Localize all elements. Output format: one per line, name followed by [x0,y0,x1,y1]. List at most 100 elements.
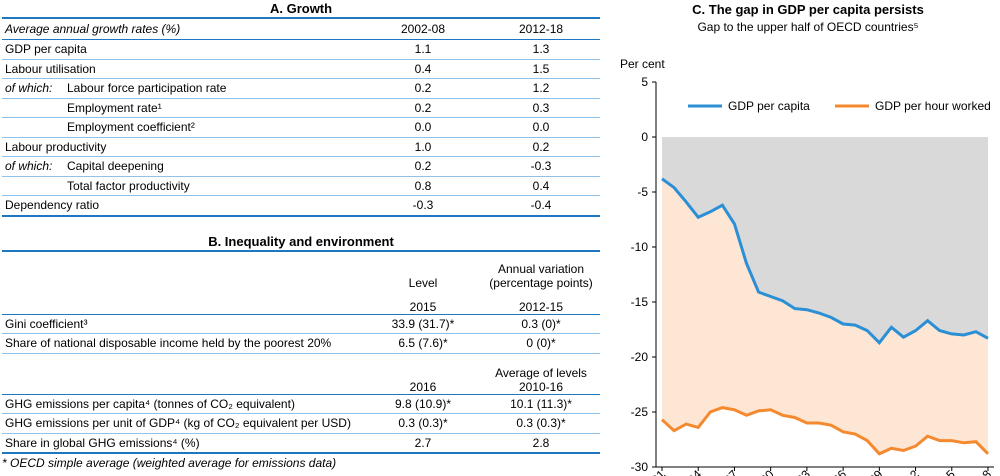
row-label: Employment coefficient² [64,117,364,138]
cell: 0.3 (0.3)* [482,413,601,434]
chart: C. The gap in GDP per capita persists Gap… [620,2,994,476]
header-line: Average of levels [495,365,587,380]
title-row: A. Growth [2,0,601,19]
table-row: Dependency ratio -0.3 -0.4 [2,195,601,217]
x-tick-label: 2012 [893,467,922,476]
legend-label: GDP per capita [728,99,810,113]
y-tick-label: -5 [637,185,648,199]
cell: -0.3 [482,156,601,177]
row-label: Share of national disposable income held… [2,333,364,354]
header-label: Average annual growth rates (%) [2,18,364,40]
header-col: 2012-18 [482,18,601,40]
table-row: Employment rate¹ 0.2 0.3 [2,98,601,118]
chart-title: C. The gap in GDP per capita persists [692,2,924,17]
cell: 1.1 [364,39,482,60]
line-series [661,177,989,345]
cell: -0.3 [364,195,482,217]
cell: 1.3 [482,39,601,60]
table-row: Labour utilisation 0.4 1.5 [2,59,601,79]
table-row: Share in global GHG emissions⁴ (%) 2.7 2.8 [2,433,601,454]
cell: 9.8 (10.9)* [364,394,482,414]
legend-label: GDP per hour worked [875,99,991,113]
row-label: Gini coefficient³ [2,314,364,334]
y-tick-label: -10 [631,240,649,254]
header-line: 2016 [409,379,437,394]
row-label: Dependency ratio [2,195,364,217]
cell: 6.5 (7.6)* [364,333,482,354]
header-col: Annual variation (percentage points) 2012… [482,250,601,315]
x-tick-label: 1997 [712,467,741,476]
x-tick-label: 2000 [748,467,777,476]
table-row: of which: Labour force participation rate… [2,78,601,99]
header-line: Level [408,275,438,290]
cell: 0.2 [364,98,482,118]
row-label: Employment rate¹ [64,98,364,118]
header-row: Level 2015 Annual variation (percentage po… [2,250,601,315]
y-tick-label: 0 [641,130,648,144]
gap-area [662,137,988,343]
cell: 1.0 [364,137,482,157]
y-tick-label: 5 [641,75,648,89]
row-prefix: of which: [2,156,64,177]
row-label: Labour utilisation [2,59,364,79]
inequality-table: B. Inequality and environment Level 2015 An… [2,232,601,454]
growth-table: A. Growth Average annual growth rates (%)… [2,0,601,217]
row-label: GDP per capita [2,39,364,60]
table-row: Labour productivity 1.0 0.2 [2,137,601,157]
cell: 1.2 [482,78,601,99]
tables: A. Growth Average annual growth rates (%)… [2,0,601,470]
row-prefix [2,117,64,138]
cell: 2.8 [482,433,601,454]
cell: 0.2 [364,156,482,177]
header-col: Average of levels 2010-16 [482,353,601,395]
cell: 0.2 [364,78,482,99]
line-series [660,406,990,456]
row-label: Total factor productivity [64,176,364,196]
cell: 10.1 (11.3)* [482,394,601,414]
cell: 0.3 (0)* [482,314,601,334]
row-prefix [2,176,64,196]
y-tick-label: -20 [631,350,649,364]
cell: 33.9 (31.7)* [364,314,482,334]
y-tick-label: -25 [631,405,649,419]
x-tick-label: 2006 [820,467,849,476]
cell: -0.4 [482,195,601,217]
cell: 0.4 [482,176,601,196]
header-col: Level 2015 [364,250,482,315]
cell: 0.4 [364,59,482,79]
cell: 0.0 [482,117,601,138]
row-label: Capital deepening [64,156,364,177]
footnote: * OECD simple average (weighted average … [2,456,337,470]
table-row: Gini coefficient³ 33.9 (31.7)* 0.3 (0)* [2,314,601,334]
row-label: Share in global GHG emissions⁴ (%) [2,433,364,454]
table-row: of which: Capital deepening 0.2 -0.3 [2,156,601,177]
cell: 0.0 [364,117,482,138]
table-row: Share of national disposable income held… [2,333,601,354]
row-prefix: of which: [2,78,64,99]
cell: 1.5 [482,59,601,79]
x-tick-label: 2015 [929,467,958,476]
header-row: Average annual growth rates (%) 2002-08 20… [2,18,601,40]
x-tick-label: 1991 [639,467,668,476]
header-line: 2012-15 [518,299,564,314]
row-label: GHG emissions per unit of GDP⁴ (kg of CO… [2,413,364,434]
table-row: GHG emissions per unit of GDP⁴ (kg of CO… [2,413,601,434]
table-row: GHG emissions per capita⁴ (tonnes of CO₂… [2,394,601,414]
table-row: Total factor productivity 0.8 0.4 [2,176,601,196]
header-line: 2015 [409,299,437,314]
title-row: B. Inequality and environment [2,232,601,252]
header-label [2,353,364,395]
row-label: Labour productivity [2,137,364,157]
table-row: Employment coefficient² 0.0 0.0 [2,117,601,138]
header-row: 2016 Average of levels 2010-16 [2,353,601,395]
row-prefix [2,98,64,118]
table-row: GDP per capita 1.1 1.3 [2,39,601,60]
cell: 0.2 [482,137,601,157]
x-tick-label: 1994 [676,467,705,476]
cell: 2.7 [364,433,482,454]
x-tick-label: 2003 [784,467,813,476]
header-label [2,250,364,315]
cell: 0.3 [482,98,601,118]
row-label: Labour force participation rate [64,78,364,99]
